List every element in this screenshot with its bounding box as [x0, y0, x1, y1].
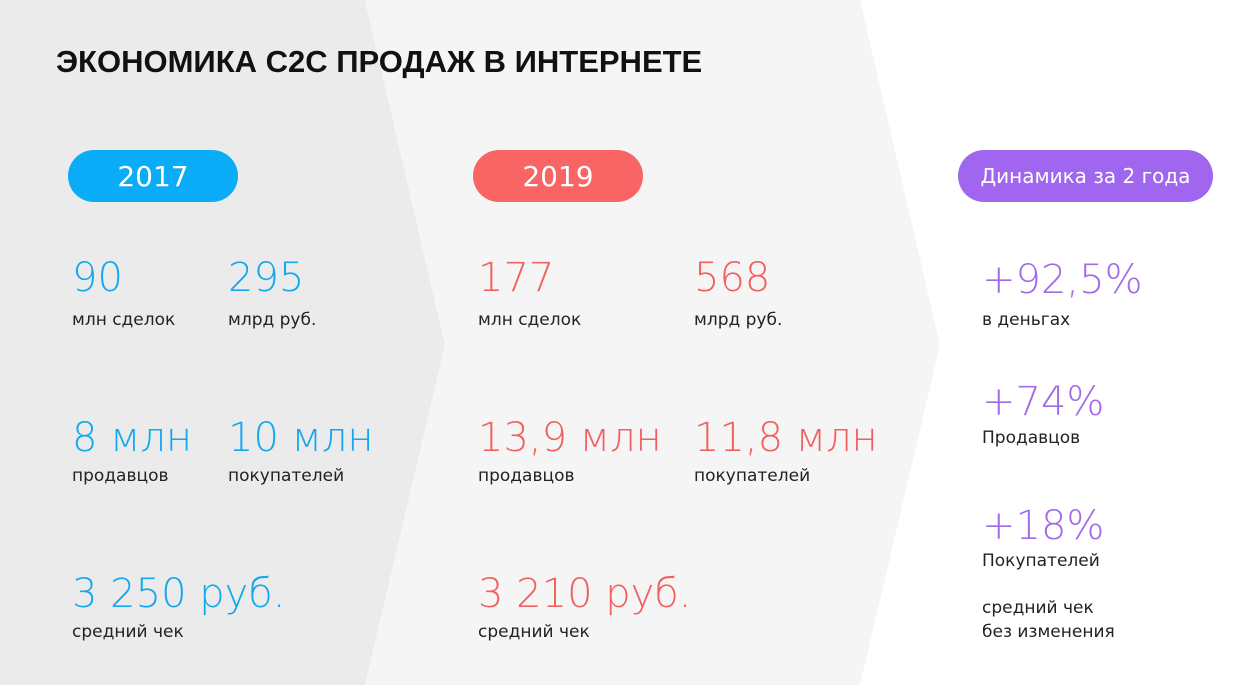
label: покупателей [228, 466, 345, 486]
value: 295 [228, 255, 305, 301]
title: ЭКОНОМИКА C2C ПРОДАЖ В ИНТЕРНЕТЕ [56, 44, 703, 79]
label: продавцов [478, 466, 575, 486]
label: млн сделок [72, 310, 176, 330]
value: 177 [478, 255, 555, 301]
value: 568 [694, 255, 771, 301]
value: +74% [982, 379, 1105, 425]
label: в деньгах [982, 310, 1071, 330]
note: без изменения [982, 622, 1115, 642]
year-badge: 2019 [473, 150, 643, 202]
label: млрд руб. [694, 310, 783, 330]
value: 90 [72, 255, 123, 301]
year-badge: 2017 [68, 150, 238, 202]
dynamics-badge: Динамика за 2 года [958, 150, 1213, 202]
value: 11,8 млн [694, 415, 878, 461]
value: +18% [982, 503, 1105, 549]
label: млн сделок [478, 310, 582, 330]
label: покупателей [694, 466, 811, 486]
label: млрд руб. [228, 310, 317, 330]
value: 8 млн [72, 415, 193, 461]
value: 3 210 руб. [478, 571, 692, 617]
note: средний чек [982, 598, 1094, 618]
label: средний чек [478, 622, 590, 642]
label: средний чек [72, 622, 184, 642]
label: Покупателей [982, 551, 1100, 571]
label: Продавцов [982, 428, 1081, 448]
label: продавцов [72, 466, 169, 486]
value: 3 250 руб. [72, 571, 286, 617]
value: 13,9 млн [478, 415, 662, 461]
value: +92,5% [982, 257, 1143, 303]
value: 10 млн [228, 415, 374, 461]
